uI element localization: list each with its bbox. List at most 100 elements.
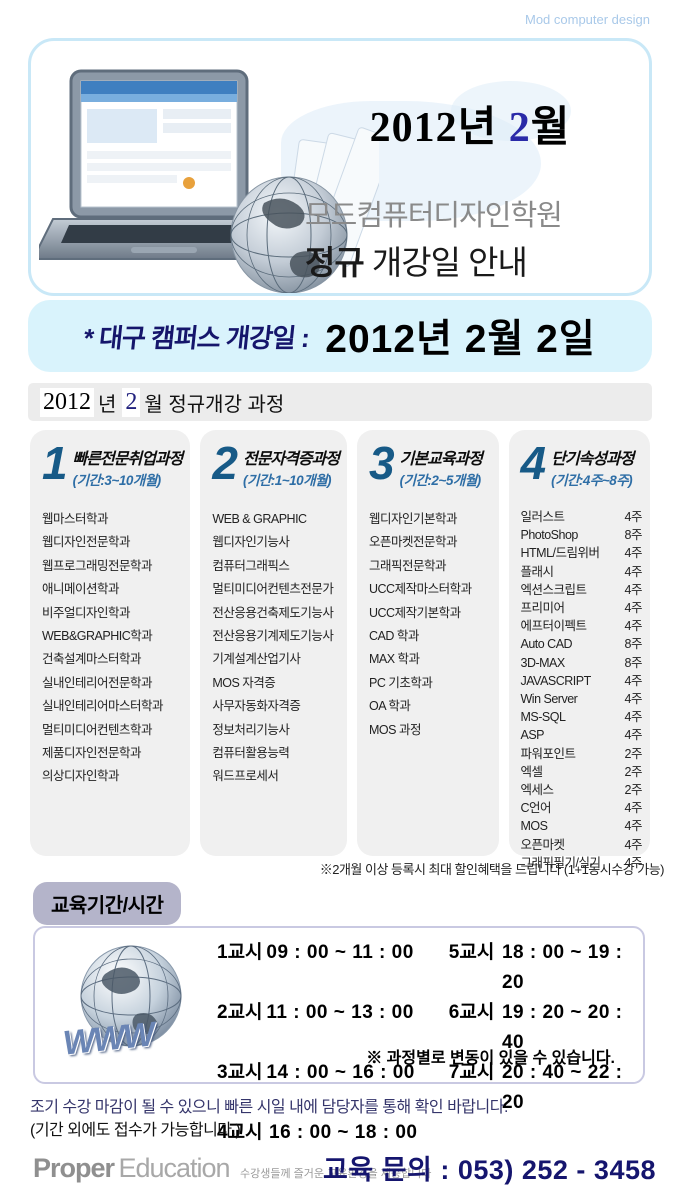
course-item: UCC제작기본학과 [369,602,491,625]
logo-tagline: 수강생들께 즐거운 교육환경을 제공합니다 [240,1168,432,1180]
laptop-globe-illustration [39,69,379,293]
course-name: 웹디자인기능사 [212,535,290,550]
course-name: 컴퓨터그래픽스 [212,558,290,573]
section-year: 2012 [40,387,94,417]
course-item: 엑세스 2주 [521,781,643,799]
column-header: 4 단기속성과정 (기간:4주~8주) [521,440,643,496]
period-time: 09 : 00 ~ 11 : 00 [266,942,414,963]
course-name: 정보처리기능사 [212,722,290,737]
course-name: 제품디자인전문학과 [42,746,142,761]
course-item: 엑셀 2주 [521,763,643,781]
course-weeks: 4주 [624,619,643,634]
course-name: 의상디자인학과 [42,769,120,784]
section-month: 2 [122,387,141,417]
course-item: 그래픽전문학과 [369,555,491,578]
course-name: 애니메이션학과 [42,582,120,597]
course-item: CAD 학과 [369,625,491,648]
course-item: UCC제작마스터학과 [369,578,491,601]
column-duration: (기간:1~10개월) [242,473,332,488]
period-time: 14 : 00 ~ 16 : 00 [266,1062,415,1083]
course-name: WEB & GRAPHIC [212,512,307,526]
course-name: MOS 자격증 [212,675,276,690]
course-name: 전산응용기계제도기능사 [212,629,334,644]
period-label: 2교시 [217,1002,263,1023]
course-item: MOS 자격증 [212,672,339,695]
course-item: MOS 4주 [521,817,643,835]
course-item: 웹디자인기능사 [212,531,339,554]
course-weeks: 4주 [624,710,643,725]
course-name: Auto CAD [520,637,573,652]
course-name: 건축설계마스터학과 [42,652,142,667]
hero-subtitle-bold: 정규 [305,244,365,281]
hero-year-suffix: 년 [457,105,498,151]
column-number: 3 [369,437,395,489]
course-name: ASP [520,728,545,743]
course-item: Win Server 4주 [521,690,643,708]
schedule-row: 3교시 14 : 00 ~ 16 : 00 7교시 20 : 40 ~ 22 :… [217,1058,643,1118]
course-item: 엑션스크립트 4주 [521,581,643,599]
course-item: PhotoShop 8주 [521,526,643,544]
course-item: MOS 과정 [369,719,491,742]
course-weeks: 4주 [624,510,643,524]
course-weeks: 4주 [624,837,643,852]
course-item: 멀티미디어컨텐츠전문가 [212,578,339,601]
column-number: 2 [212,437,238,489]
course-weeks: 4주 [624,601,643,616]
course-name: 엑셀 [520,764,544,779]
course-item: ASP 4주 [521,726,643,744]
course-weeks: 8주 [624,528,643,543]
course-item: 워드프로세서 [212,765,339,788]
schedule-note: ※ 과정별로 변동이 있을 수 있습니다. [366,1050,615,1067]
period-label: 4교시 [217,1122,263,1143]
course-item: 웹디자인기본학과 [369,508,491,531]
course-name: 에프터이펙트 [520,619,588,634]
course-item: 애니메이션학과 [42,578,182,601]
course-item: WEB & GRAPHIC [212,508,339,531]
course-name: 멀티미디어컨텐츠학과 [42,722,153,737]
period-time: 19 : 20 ~ 20 : 40 [501,1002,623,1053]
column-duration: (기간:3~10개월) [72,473,162,488]
campus-open-date-banner: * 대구 캠퍼스 개강일 : 2012년 2월 2일 [28,300,652,372]
course-name: 3D-MAX [520,655,566,670]
course-name: 사무자동화자격증 [212,699,301,714]
course-name: 그래픽필기/실기 [520,855,601,870]
course-weeks: 4주 [624,582,643,597]
course-item: 멀티미디어컨텐츠학과 [42,719,182,742]
course-weeks: 2주 [624,764,643,779]
course-weeks: 4주 [624,855,643,870]
course-item: 3D-MAX 8주 [521,654,643,672]
course-name: 엑세스 [520,783,555,798]
course-item: 일러스트 4주 [521,508,643,526]
course-item: 에프터이펙트 4주 [521,617,643,635]
column-title: 빠른전문취업과정 [72,451,184,468]
course-name: UCC제작마스터학과 [369,582,472,597]
course-weeks: 2주 [624,783,643,798]
column-title: 전문자격증과정 [242,451,340,468]
course-name: 오픈마켓 [520,837,566,852]
course-item: 실내인테리어마스터학과 [42,695,182,718]
course-weeks: 4주 [624,801,643,816]
course-name: 그래픽전문학과 [369,558,447,573]
period-label: 3교시 [217,1062,263,1083]
academy-name: 모드컴퓨터디자인학원 [305,200,563,232]
section-title-bar: 2012 년 2 월 정규개강 과정 [28,383,652,421]
course-item: 웹마스터학과 [42,508,182,531]
course-item: 실내인테리어전문학과 [42,672,182,695]
hero-month: 2 [508,105,531,151]
course-item: OA 학과 [369,695,491,718]
column-number: 1 [42,437,68,489]
logo-bold: Proper [33,1153,115,1183]
course-item: 컴퓨터활용능력 [212,742,339,765]
column-duration: (기간:2~5개월) [399,473,482,488]
course-item: 플래시 4주 [521,563,643,581]
schedule-row: 1교시 09 : 00 ~ 11 : 00 5교시 18 : 00 ~ 19 :… [217,938,643,998]
course-name: 실내인테리어마스터학과 [42,699,164,714]
schedule-section-badge: 교육기간/시간 [33,882,182,925]
campus-date: 2012년 2월 2일 [325,318,596,361]
course-item: 제품디자인전문학과 [42,742,182,765]
course-item: C언어 4주 [521,799,643,817]
course-name: JAVASCRIPT [520,673,592,688]
course-name: MAX 학과 [369,652,420,667]
course-name: HTML/드림위버 [520,546,601,561]
column-header: 1 빠른전문취업과정 (기간:3~10개월) [42,437,184,496]
